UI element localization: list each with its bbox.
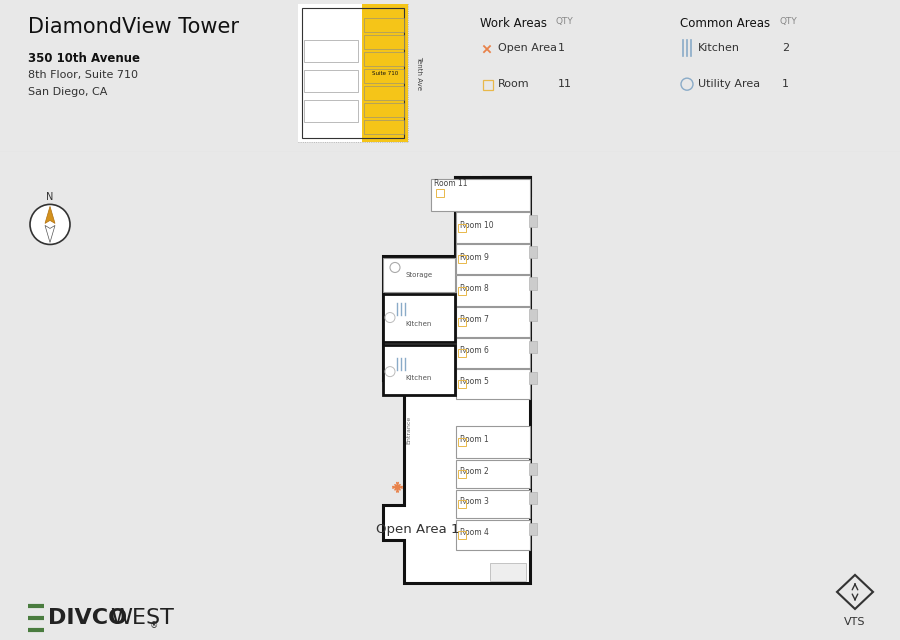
Bar (364, 120, 404, 134)
Bar (383, 294, 455, 342)
Polygon shape (45, 225, 55, 243)
Bar (364, 35, 404, 49)
Bar (431, 179, 530, 211)
Text: Kitchen: Kitchen (698, 43, 740, 53)
Text: Room 7: Room 7 (460, 315, 489, 324)
Bar (364, 103, 404, 117)
Bar (458, 349, 466, 356)
Text: Room 11: Room 11 (434, 179, 467, 188)
Bar (458, 470, 466, 478)
Text: QTY: QTY (780, 17, 797, 26)
Bar (458, 317, 466, 326)
Text: Room 4: Room 4 (460, 529, 489, 538)
Bar (458, 224, 466, 232)
Bar (490, 563, 526, 581)
Bar (529, 492, 537, 504)
Text: Utility Area: Utility Area (698, 79, 760, 89)
Text: Room: Room (498, 79, 529, 89)
Text: Entrance: Entrance (406, 415, 411, 444)
Bar (456, 369, 530, 399)
Text: Work Areas: Work Areas (480, 17, 547, 30)
Text: WEST: WEST (110, 608, 174, 628)
Text: Room 1: Room 1 (460, 435, 489, 444)
Circle shape (30, 204, 70, 244)
Text: San Diego, CA: San Diego, CA (28, 87, 107, 97)
Text: Room 6: Room 6 (460, 346, 489, 355)
Bar (529, 523, 537, 535)
Text: 350 10th Avenue: 350 10th Avenue (28, 52, 140, 65)
Text: ®: ® (150, 621, 158, 630)
Bar (529, 278, 537, 289)
Bar (456, 212, 530, 243)
Bar (364, 69, 404, 83)
Polygon shape (383, 177, 530, 583)
Bar (364, 18, 404, 32)
Bar (456, 520, 530, 550)
Text: QTY: QTY (556, 17, 574, 26)
Text: Room 10: Room 10 (460, 221, 493, 230)
Text: Room 8: Room 8 (460, 284, 489, 293)
Text: 8th Floor, Suite 710: 8th Floor, Suite 710 (28, 70, 138, 80)
Text: J St: J St (340, 4, 355, 13)
Bar (529, 463, 537, 475)
Bar (456, 244, 530, 275)
Text: Storage: Storage (405, 273, 433, 278)
Bar (456, 426, 530, 458)
Text: VTS: VTS (844, 617, 866, 627)
Bar (456, 307, 530, 337)
Text: 2: 2 (782, 43, 789, 53)
Text: Room 5: Room 5 (460, 377, 489, 386)
Text: N: N (46, 193, 54, 202)
Text: Suite 710: Suite 710 (372, 70, 398, 76)
Text: Room 9: Room 9 (460, 253, 489, 262)
Text: Open Area 1: Open Area 1 (376, 524, 460, 536)
Bar (458, 380, 466, 388)
Text: Kitchen: Kitchen (406, 321, 432, 326)
Bar (529, 372, 537, 383)
Bar (529, 308, 537, 321)
Text: 11: 11 (558, 79, 572, 89)
Bar (304, 70, 358, 92)
Bar (458, 531, 466, 539)
Bar (529, 340, 537, 353)
Text: Common Areas: Common Areas (680, 17, 770, 30)
Bar (458, 438, 466, 445)
Text: Kitchen: Kitchen (406, 374, 432, 381)
Bar (483, 80, 493, 90)
Text: Open Area: Open Area (498, 43, 557, 53)
Bar (362, 4, 408, 142)
Bar (383, 344, 455, 395)
Bar (458, 287, 466, 294)
Text: DIVCO: DIVCO (48, 608, 127, 628)
Bar (298, 4, 408, 142)
Bar (364, 52, 404, 66)
Text: 1: 1 (558, 43, 565, 53)
Text: Room 3: Room 3 (460, 497, 489, 506)
Bar (458, 255, 466, 264)
Bar (529, 246, 537, 259)
Text: DiamondView Tower: DiamondView Tower (28, 17, 239, 37)
Bar (529, 216, 537, 227)
Bar (298, 4, 362, 142)
Bar (456, 337, 530, 367)
Bar (456, 490, 530, 518)
Polygon shape (45, 206, 55, 223)
Bar (383, 259, 455, 291)
Bar (456, 460, 530, 488)
Text: 1: 1 (782, 79, 789, 89)
Bar (304, 100, 358, 122)
Bar (304, 40, 358, 62)
Bar (436, 189, 444, 197)
Text: Tenth Ave: Tenth Ave (416, 56, 422, 90)
Bar (364, 86, 404, 100)
Polygon shape (455, 177, 530, 195)
Bar (302, 8, 404, 138)
Text: Room 2: Room 2 (460, 467, 489, 476)
Bar (458, 500, 466, 508)
Bar (456, 275, 530, 305)
